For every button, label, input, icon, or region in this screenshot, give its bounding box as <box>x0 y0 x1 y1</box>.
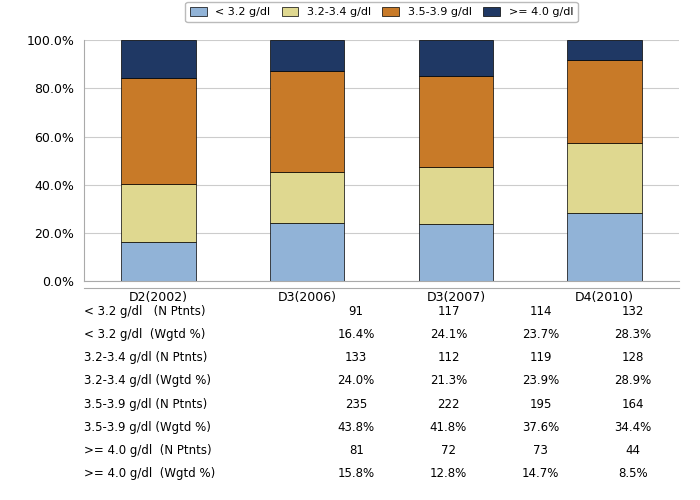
Text: 44: 44 <box>625 444 640 457</box>
Text: 235: 235 <box>345 398 368 410</box>
Text: 3.2-3.4 g/dl (N Ptnts): 3.2-3.4 g/dl (N Ptnts) <box>84 351 207 364</box>
Text: 24.0%: 24.0% <box>337 374 374 388</box>
Text: 3.5-3.9 g/dl (Wgtd %): 3.5-3.9 g/dl (Wgtd %) <box>84 420 211 434</box>
Text: < 3.2 g/dl   (N Ptnts): < 3.2 g/dl (N Ptnts) <box>84 304 206 318</box>
Bar <box>419 166 493 224</box>
Bar <box>568 213 642 282</box>
Text: 34.4%: 34.4% <box>615 420 652 434</box>
Text: 14.7%: 14.7% <box>522 467 559 480</box>
Text: 81: 81 <box>349 444 364 457</box>
Text: 164: 164 <box>622 398 644 410</box>
Text: 28.3%: 28.3% <box>615 328 652 341</box>
Bar <box>568 60 642 144</box>
Text: < 3.2 g/dl  (Wgtd %): < 3.2 g/dl (Wgtd %) <box>84 328 205 341</box>
Text: 222: 222 <box>438 398 460 410</box>
Text: 41.8%: 41.8% <box>430 420 467 434</box>
Text: 8.5%: 8.5% <box>618 467 648 480</box>
Text: 119: 119 <box>529 351 552 364</box>
Bar <box>419 224 493 281</box>
Bar <box>121 184 195 242</box>
Legend: < 3.2 g/dl, 3.2-3.4 g/dl, 3.5-3.9 g/dl, >= 4.0 g/dl: < 3.2 g/dl, 3.2-3.4 g/dl, 3.5-3.9 g/dl, … <box>186 2 578 22</box>
Bar <box>270 172 344 224</box>
Text: 195: 195 <box>529 398 552 410</box>
Bar <box>270 224 344 282</box>
Text: 37.6%: 37.6% <box>522 420 559 434</box>
Text: >= 4.0 g/dl  (N Ptnts): >= 4.0 g/dl (N Ptnts) <box>84 444 211 457</box>
Text: 3.5-3.9 g/dl (N Ptnts): 3.5-3.9 g/dl (N Ptnts) <box>84 398 207 410</box>
Text: 21.3%: 21.3% <box>430 374 467 388</box>
Text: 24.1%: 24.1% <box>430 328 467 341</box>
Text: 128: 128 <box>622 351 644 364</box>
Text: 112: 112 <box>438 351 460 364</box>
Text: 12.8%: 12.8% <box>430 467 467 480</box>
Text: 73: 73 <box>533 444 548 457</box>
Text: >= 4.0 g/dl  (Wgtd %): >= 4.0 g/dl (Wgtd %) <box>84 467 216 480</box>
Bar <box>121 78 195 184</box>
Text: 16.4%: 16.4% <box>337 328 375 341</box>
Bar <box>121 40 195 78</box>
Bar <box>270 40 344 71</box>
Text: 23.7%: 23.7% <box>522 328 559 341</box>
Text: 43.8%: 43.8% <box>337 420 374 434</box>
Text: 132: 132 <box>622 304 644 318</box>
Text: 117: 117 <box>438 304 460 318</box>
Text: 133: 133 <box>345 351 368 364</box>
Bar <box>568 40 642 60</box>
Bar <box>121 242 195 282</box>
Text: 114: 114 <box>529 304 552 318</box>
Bar <box>568 144 642 213</box>
Bar <box>270 71 344 172</box>
Text: 3.2-3.4 g/dl (Wgtd %): 3.2-3.4 g/dl (Wgtd %) <box>84 374 211 388</box>
Text: 23.9%: 23.9% <box>522 374 559 388</box>
Text: 28.9%: 28.9% <box>615 374 652 388</box>
Bar <box>419 40 493 76</box>
Text: 72: 72 <box>441 444 456 457</box>
Bar <box>419 76 493 166</box>
Text: 15.8%: 15.8% <box>337 467 374 480</box>
Text: 91: 91 <box>349 304 364 318</box>
